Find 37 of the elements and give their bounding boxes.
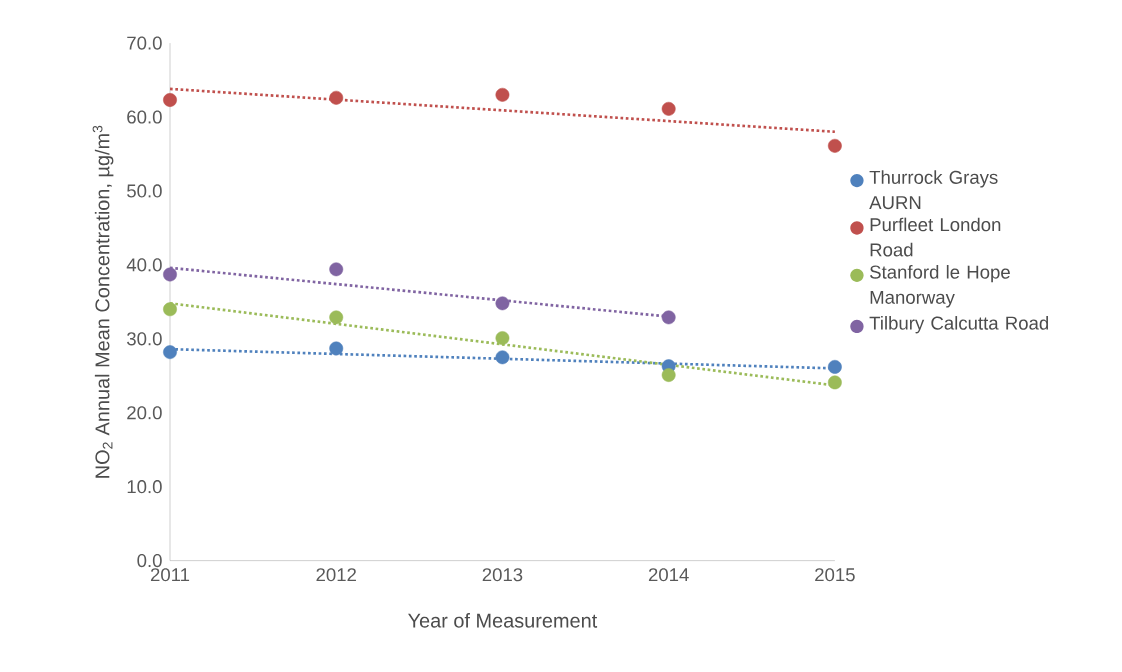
legend-label: Tilbury Calcutta Road <box>869 315 1049 334</box>
point <box>329 341 344 356</box>
point <box>329 310 344 325</box>
legend-label: Thurrock Grays AURN <box>869 170 998 209</box>
legend-label: Purfleet London Road <box>870 217 1001 257</box>
x-tick-label: 2013 <box>482 567 523 582</box>
point <box>329 90 344 105</box>
y-tick-label: 50.0 <box>127 184 162 198</box>
y-tick-label: 30.0 <box>127 332 162 346</box>
point <box>163 267 177 282</box>
point <box>827 375 842 390</box>
point <box>163 344 177 359</box>
x-tick-label: 2014 <box>648 567 689 582</box>
point <box>495 330 510 345</box>
point <box>495 350 510 364</box>
point <box>661 310 676 325</box>
x-tick-label: 2012 <box>316 567 356 582</box>
point <box>495 87 510 102</box>
legend-label: Stanford le Hope Manorway <box>870 264 1010 308</box>
y-tick-label: 60.0 <box>127 110 162 124</box>
x-tick-label: 2015 <box>815 567 855 582</box>
y-tick-label: 70.0 <box>127 36 162 50</box>
y-tick-label: 0.0 <box>137 553 162 567</box>
y-axis-title: NO$_{2}$ Annual Mean Concentration, µg/m$^{3}$ <box>92 125 114 478</box>
y-tick-label: 40.0 <box>126 258 162 272</box>
y-tick-label: 20.0 <box>127 405 162 420</box>
point <box>827 359 842 374</box>
point <box>163 92 177 107</box>
point <box>163 302 177 316</box>
y-tick-label: 10.0 <box>127 479 162 494</box>
point <box>495 296 510 311</box>
x-axis-title: Year of Measurement <box>408 612 598 628</box>
point <box>827 138 842 153</box>
point <box>661 367 676 382</box>
x-tick-label: 2011 <box>150 567 190 582</box>
point <box>661 101 676 116</box>
point <box>329 262 344 276</box>
